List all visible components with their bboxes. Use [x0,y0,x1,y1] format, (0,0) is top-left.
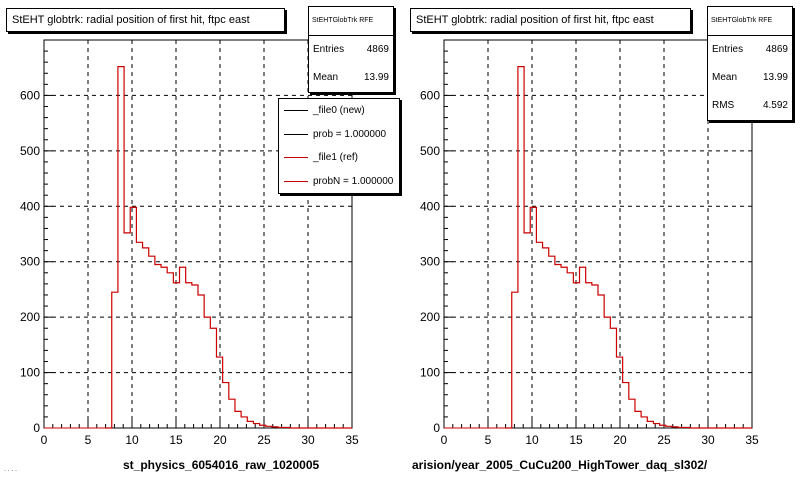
y-tick-label: 500 [20,144,40,158]
right-histogram-plot: 0 5 10 15 20 25 30 35 0 100 200 300 400 500 600 [420,39,759,447]
y-tick-label: 300 [420,255,440,269]
x-tick-label: 25 [257,433,271,447]
left-histogram-pad: 0 5 10 15 20 25 30 35 0 100 200 300 400 500 600 StEHT … [4,6,400,474]
x-tick-label: 35 [345,433,359,447]
plot-frame [443,39,753,429]
x-tick-label: 10 [125,433,139,447]
stats-value: 13.99 [762,72,788,83]
stats-entries-row: Entries 4869 [309,36,393,64]
y-tick-label: 600 [20,88,40,102]
x-tick-label: 20 [213,433,227,447]
stats-mean-row: Mean 13.99 [309,64,393,92]
legend-swatch [284,157,308,158]
histogram-series-line [505,66,752,429]
y-tick-label: 0 [33,421,40,435]
y-tick-label: 200 [420,310,440,324]
left-stats-box: StEHTGlobTrk RFE Entries 4869 Mean 13.99 [308,6,394,93]
legend-label: probN = 1.000000 [313,175,394,187]
legend-label: _file0 (new) [313,105,365,116]
y-tick-label: 400 [420,199,440,213]
stats-value: 4869 [765,44,788,55]
x-tick-label: 30 [701,433,715,447]
stats-label: Mean [313,72,339,83]
stats-label: Mean [712,72,738,83]
y-tick-label: 100 [20,366,40,380]
y-tick-label: 100 [420,366,440,380]
stats-mean-row: Mean 13.99 [708,64,792,92]
y-tick-label: 400 [20,199,40,213]
y-tick-label: 200 [20,310,40,324]
x-tick-label: 15 [169,433,183,447]
y-tick-label: 300 [20,255,40,269]
x-tick-label: 20 [613,433,627,447]
x-tick-label: 5 [485,433,492,447]
x-tick-label: 15 [569,433,583,447]
right-histogram-title: StEHT globtrk: radial position of first … [410,8,691,32]
x-tick-label: 25 [657,433,671,447]
legend-label: _file1 (ref) [313,152,359,163]
legend-swatch [284,110,308,111]
stats-label: Entries [712,44,744,55]
legend-entry: probN = 1.000000 [279,170,399,194]
legend-entry: prob = 1.000000 [279,123,399,147]
right-stats-box: StEHTGlobTrk RFE Entries 4869 Mean 13.99… [707,6,793,121]
footer-note: · · · · [4,468,17,474]
x-tick-label: 30 [301,433,315,447]
stats-value: 4869 [366,44,389,55]
stats-label: RMS [712,100,735,111]
legend-box: _file0 (new) prob = 1.000000 _file1 (ref… [278,98,400,194]
x-tick-label: 35 [745,433,759,447]
stats-value: 13.99 [363,72,389,83]
y-tick-label: 500 [420,144,440,158]
stats-name: StEHTGlobTrk RFE [708,7,792,36]
stats-name: StEHTGlobTrk RFE [309,7,393,36]
y-tick-label: 0 [433,421,440,435]
right-histogram-pad: 0 5 10 15 20 25 30 35 0 100 200 300 400 500 600 StEHT … [400,0,800,480]
legend-swatch [284,133,308,135]
stats-label: Entries [313,44,345,55]
x-tick-label: 5 [85,433,92,447]
legend-label: prob = 1.000000 [313,128,387,140]
left-histogram-title: StEHT globtrk: radial position of first … [6,8,285,32]
legend-entry: _file1 (ref) [279,146,399,170]
stats-entries-row: Entries 4869 [708,36,792,64]
y-tick-label: 600 [420,88,440,102]
x-tick-label: 0 [441,433,448,447]
legend-swatch [284,180,308,182]
x-tick-label: 0 [41,433,48,447]
left-x-axis-label: st_physics_6054016_raw_1020005 [123,458,320,472]
legend-entry: _file0 (new) [279,99,399,123]
x-tick-label: 10 [525,433,539,447]
stats-value: 4.592 [762,100,788,111]
right-x-axis-label: arision/year_2005_CuCu200_HighTower_daq_… [412,458,708,472]
histogram-series-line [105,66,352,429]
stats-rms-row: RMS 4.592 [708,92,792,120]
